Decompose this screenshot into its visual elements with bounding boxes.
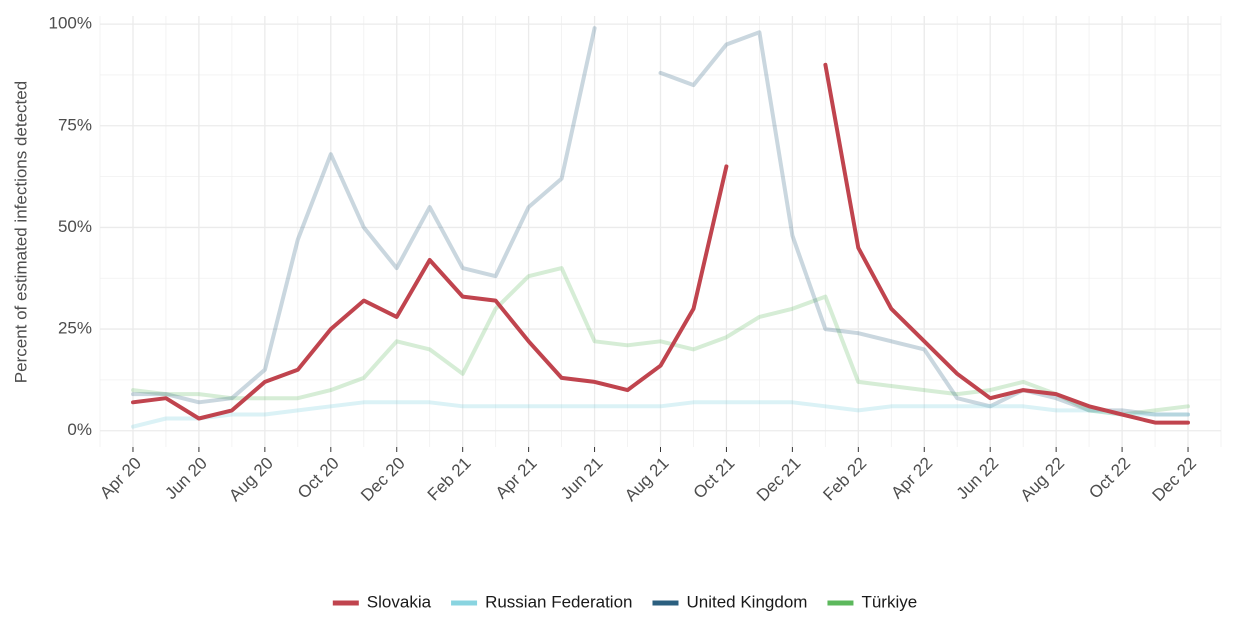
x-tick-label: Feb 22 [819, 454, 870, 505]
x-tick-label: Jun 21 [557, 454, 607, 504]
y-tick-label: 100% [49, 14, 92, 33]
legend-label: Russian Federation [485, 592, 632, 611]
x-tick-label: Oct 21 [690, 454, 739, 503]
series-line [131, 400, 1190, 429]
plot [131, 26, 1190, 429]
legend-label: Slovakia [367, 592, 432, 611]
y-tick-label: 75% [58, 115, 92, 134]
x-tick-label: Dec 20 [357, 454, 409, 506]
x-tick-label: Jun 20 [161, 454, 211, 504]
y-axis-label: Percent of estimated infections detected [11, 81, 30, 383]
x-tick-label: Apr 21 [492, 454, 541, 503]
series-line [131, 62, 1190, 425]
legend: Slovakia Russian Federation United Kingdom… [332, 592, 917, 611]
series-line [131, 266, 1190, 417]
x-tick-label: Aug 21 [621, 454, 673, 506]
y-tick-label: 50% [58, 217, 92, 236]
legend-label: Türkiye [861, 592, 917, 611]
x-tick-label: Oct 20 [294, 454, 343, 503]
x-tick-label: Jun 22 [953, 454, 1003, 504]
x-tick-label: Aug 20 [225, 454, 277, 506]
x-tick-label: Dec 22 [1148, 454, 1200, 506]
x-tick-label: Feb 21 [424, 454, 475, 505]
y-tick-label: 0% [67, 420, 92, 439]
x-tick-label: Oct 22 [1085, 454, 1134, 503]
x-tick-label: Dec 21 [753, 454, 805, 506]
legend-label: United Kingdom [686, 592, 807, 611]
x-tick-label: Apr 20 [96, 454, 145, 503]
grid [99, 16, 1222, 447]
y-tick-label: 25% [58, 319, 92, 338]
x-tick-label: Apr 22 [887, 454, 936, 503]
x-tick-label: Aug 22 [1017, 454, 1069, 506]
